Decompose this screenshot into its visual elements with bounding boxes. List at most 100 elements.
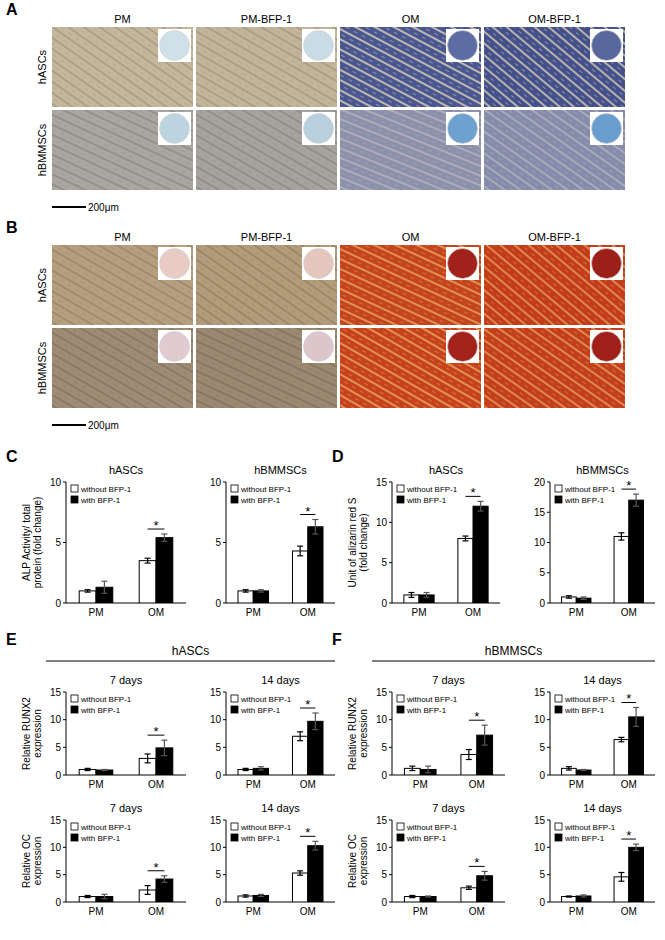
- error-bar-cap: [145, 562, 151, 563]
- error-bar-stem: [480, 501, 481, 511]
- error-bar: [312, 713, 318, 730]
- error-bar-cap: [101, 898, 107, 899]
- panel-label: A: [6, 1, 18, 18]
- error-bar-cap: [566, 769, 572, 770]
- column-header: OM: [402, 231, 420, 243]
- y-tick: [223, 775, 226, 776]
- bar: [477, 876, 493, 902]
- x-tick-label: OM: [469, 779, 485, 790]
- chart-title: 7 days: [110, 802, 143, 814]
- legend-label: with BFP-1: [406, 834, 447, 843]
- x-tick-label: PM: [569, 906, 584, 917]
- error-bar-cap: [409, 770, 415, 771]
- error-bar: [243, 895, 249, 897]
- error-bar: [462, 536, 468, 541]
- error-bar: [425, 766, 431, 773]
- y-tick-label: 5: [539, 567, 545, 578]
- micrograph: [196, 245, 337, 325]
- error-bar: [482, 725, 488, 745]
- bar: [614, 536, 629, 603]
- scale-bar-label: 200μm: [88, 202, 119, 213]
- bar: [156, 879, 173, 902]
- y-axis-label: Relative OCexpression: [21, 834, 43, 888]
- y-tick: [389, 603, 392, 604]
- error-bar-stem: [412, 766, 413, 770]
- y-axis-line: [66, 820, 67, 902]
- error-bar-cap: [101, 770, 107, 771]
- error-bar: [312, 841, 318, 850]
- micrograph: [340, 27, 481, 107]
- x-tick-label: OM: [148, 906, 164, 917]
- chart-title: hBMMSCs: [254, 464, 307, 476]
- micrograph: [340, 110, 481, 190]
- chart-title: hBMMSCs: [576, 464, 629, 476]
- error-bar-cap: [618, 881, 624, 882]
- error-bar-cap: [466, 889, 472, 890]
- y-axis-label-line: expression: [32, 837, 43, 885]
- error-bar-cap: [618, 737, 624, 738]
- legend-label: without BFP-1: [406, 485, 458, 494]
- error-bar: [297, 871, 303, 875]
- error-bar: [101, 894, 107, 898]
- significance-star: *: [153, 518, 158, 533]
- error-bar-stem: [164, 876, 165, 883]
- y-tick: [223, 482, 226, 483]
- y-axis-line: [392, 820, 393, 902]
- y-tick-label: 5: [381, 557, 387, 568]
- error-bar: [482, 871, 488, 880]
- well-inset: [446, 247, 479, 280]
- y-axis-line: [392, 482, 393, 603]
- y-tick-label: 0: [215, 598, 221, 609]
- error-bar-cap: [258, 894, 264, 895]
- error-bar-cap: [145, 894, 151, 895]
- y-tick-label: 5: [215, 869, 221, 880]
- error-bar: [566, 767, 572, 770]
- x-tick-label: OM: [621, 779, 637, 790]
- error-bar-cap: [161, 755, 167, 756]
- error-bar-cap: [581, 769, 587, 770]
- error-bar-cap: [633, 726, 639, 727]
- legend-label: with BFP-1: [406, 706, 447, 715]
- y-tick: [547, 482, 550, 483]
- legend-swatch: [555, 695, 562, 702]
- y-tick: [63, 692, 66, 693]
- error-bar-cap: [424, 592, 430, 593]
- error-bar-cap: [618, 741, 624, 742]
- y-tick-label: 10: [534, 842, 546, 853]
- error-bar-cap: [85, 768, 91, 769]
- error-bar-cap: [258, 769, 264, 770]
- significance-star: *: [626, 478, 631, 493]
- error-bar-cap: [145, 885, 151, 886]
- y-tick-label: 0: [539, 897, 545, 908]
- bar: [576, 896, 591, 902]
- legend: without BFP-1with BFP-1: [231, 695, 292, 715]
- error-bar-cap: [581, 894, 587, 895]
- y-tick: [389, 820, 392, 821]
- x-tick-label: PM: [413, 779, 428, 790]
- error-bar-stem: [104, 894, 105, 898]
- error-bar: [424, 593, 430, 598]
- error-bar-cap: [243, 768, 249, 769]
- error-bar-cap: [85, 592, 91, 593]
- column-header: OM-BFP-1: [528, 13, 581, 25]
- marks: [404, 871, 492, 902]
- well-inset: [302, 330, 335, 363]
- error-bar-cap: [466, 749, 472, 750]
- error-bar-cap: [145, 762, 151, 763]
- y-tick: [389, 775, 392, 776]
- y-tick-label: 10: [534, 537, 546, 548]
- legend-swatch: [71, 485, 78, 492]
- significance-star: *: [470, 485, 475, 500]
- bar: [458, 538, 473, 603]
- chart: 14 days051015PMOM*without BFP-1with BFP-…: [210, 674, 335, 790]
- micrograph: [196, 27, 337, 107]
- y-tick: [223, 847, 226, 848]
- micrograph: [196, 110, 337, 190]
- y-tick: [547, 874, 550, 875]
- error-bar-cap: [161, 882, 167, 883]
- x-tick-label: PM: [89, 779, 104, 790]
- bar: [420, 897, 436, 902]
- legend-label: with BFP-1: [80, 834, 121, 843]
- legend-label: with BFP-1: [564, 834, 605, 843]
- y-tick: [223, 820, 226, 821]
